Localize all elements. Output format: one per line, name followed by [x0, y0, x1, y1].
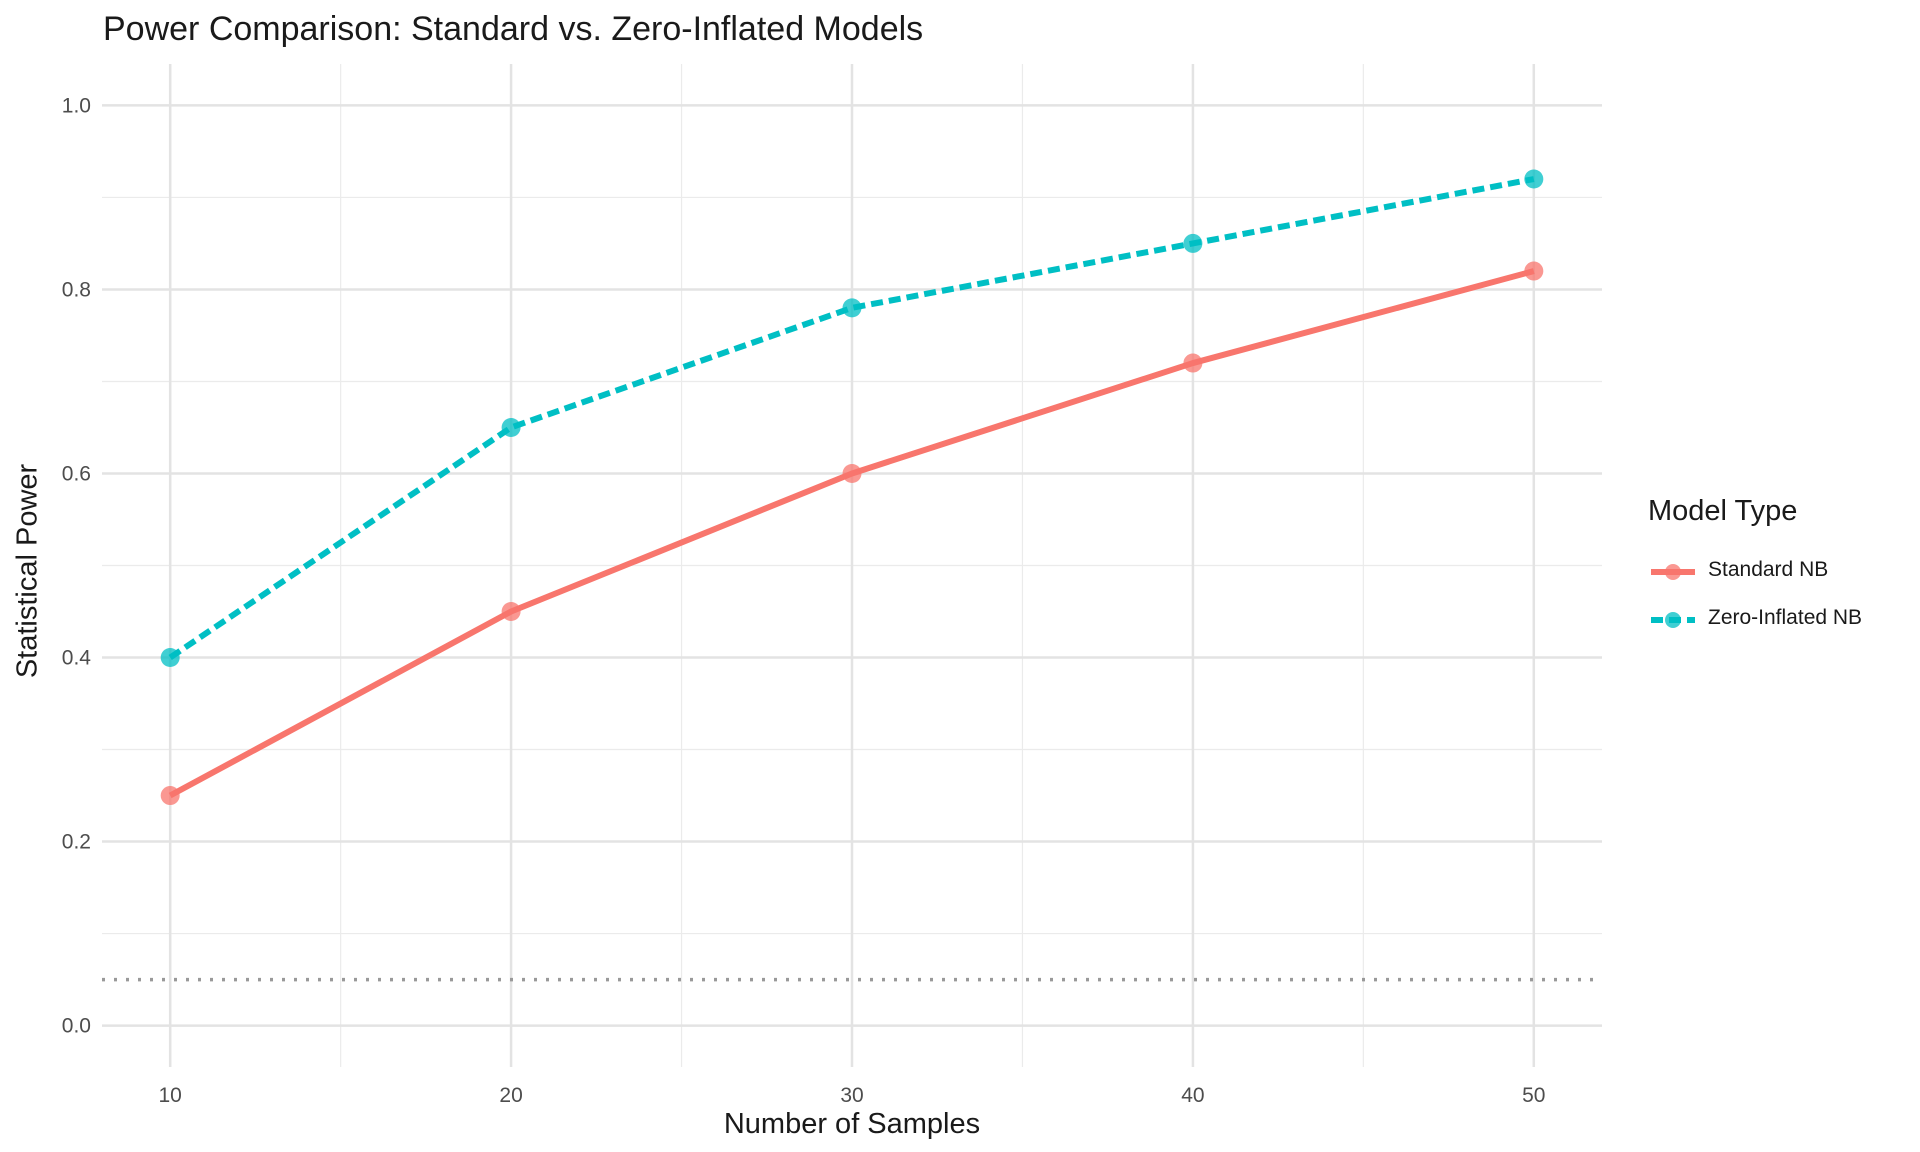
legend-item-standard-nb: Standard NB	[1648, 548, 1828, 596]
x-tick-label: 40	[1181, 1084, 1204, 1107]
y-tick-label: 0.2	[62, 831, 91, 854]
tick-labels: 10 20 30 40 50 0.0 0.2 0.4 0.6 0.8 1.0	[62, 94, 1546, 1107]
y-tick-label: 0.0	[62, 1015, 91, 1038]
x-axis-label: Number of Samples	[723, 1108, 981, 1140]
legend-item-zero-inflated-nb: Zero-Inflated NB	[1648, 596, 1862, 644]
data-point-standard-nb	[842, 463, 862, 483]
legend-key-standard-nb	[1651, 564, 1695, 580]
data-point-zero-inflated-nb	[1524, 169, 1544, 189]
major-gridlines	[102, 64, 1602, 1067]
legend-label-standard-nb: Standard NB	[1708, 558, 1829, 581]
data-point-zero-inflated-nb	[160, 648, 180, 668]
legend-key-zero-inflated-nb	[1651, 612, 1695, 628]
series-line-zero-inflated-nb	[168, 176, 1535, 661]
x-tick-label: 50	[1522, 1084, 1545, 1107]
y-tick-label: 0.4	[62, 647, 92, 670]
data-point-zero-inflated-nb	[501, 417, 521, 437]
data-point-zero-inflated-nb	[842, 298, 862, 318]
y-tick-label: 0.6	[62, 462, 91, 485]
y-axis-label: Statistical Power	[11, 463, 44, 679]
x-tick-label: 30	[840, 1084, 863, 1107]
data-point-zero-inflated-nb	[1183, 233, 1203, 253]
legend: Model Type Standard NB Zero-Inflated NB	[1648, 495, 1862, 644]
data-point-standard-nb	[1183, 353, 1203, 373]
series-layer	[160, 169, 1544, 806]
legend-label-zero-inflated-nb: Zero-Inflated NB	[1708, 606, 1863, 629]
y-tick-label: 1.0	[62, 94, 91, 117]
legend-title: Model Type	[1648, 495, 1798, 527]
x-tick-label: 10	[159, 1084, 182, 1107]
data-point-standard-nb	[501, 602, 521, 622]
data-point-standard-nb	[160, 786, 180, 806]
y-tick-label: 0.8	[62, 278, 91, 301]
data-point-standard-nb	[1524, 261, 1544, 281]
x-tick-label: 20	[499, 1084, 522, 1107]
chart-title: Power Comparison: Standard vs. Zero-Infl…	[103, 10, 924, 48]
